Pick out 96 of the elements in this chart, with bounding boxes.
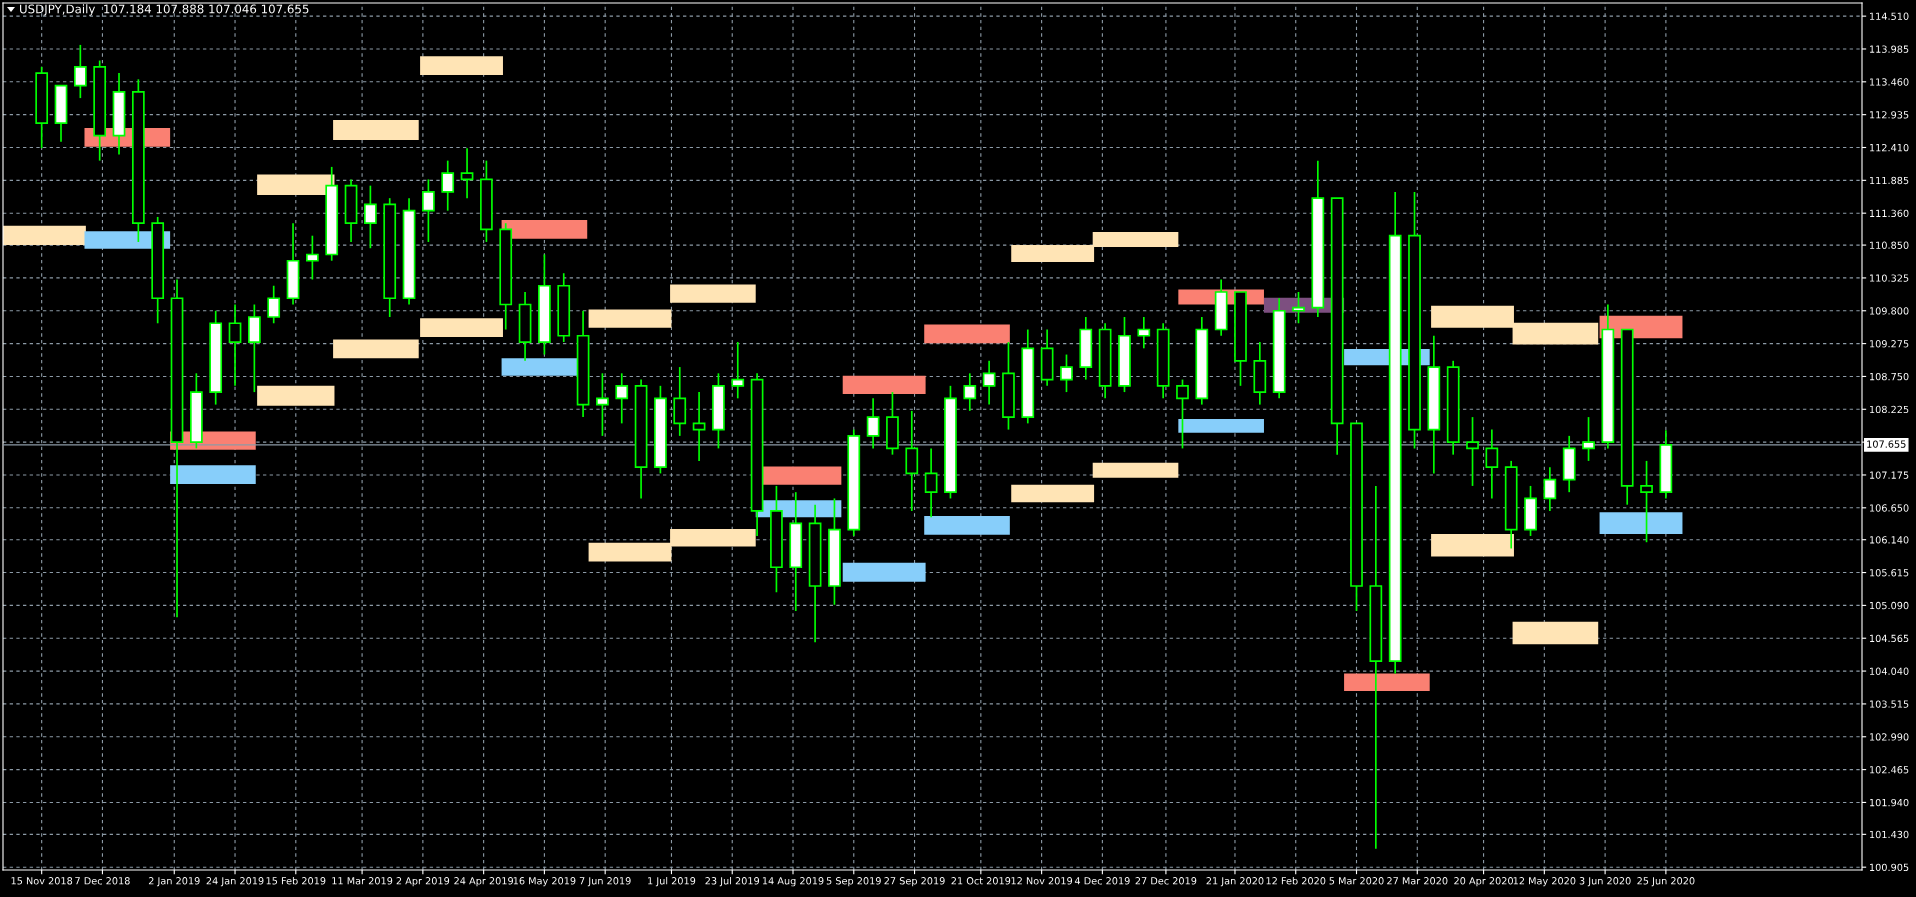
ref-line-label: 107.655 [1867,440,1906,448]
candlestick [1137,316,1151,350]
bar [924,515,1010,535]
bar [420,56,503,75]
x-tick-label: 24 Jan 2019 [206,877,264,887]
y-tick-label: 105.090 [1870,601,1909,610]
candlestick [1060,353,1073,393]
candlestick [73,44,87,99]
bar [333,119,419,140]
x-tick-label: 12 Nov 2019 [1011,877,1073,885]
x-tick-label: 24 Apr 2019 [454,877,514,887]
candlestick [866,397,880,450]
y-tick-label: 106.140 [1870,536,1909,544]
bar [1431,534,1514,557]
x-tick-label: 2 Jan 2019 [148,877,200,887]
x-tick-label: 14 Aug 2019 [762,877,824,887]
x-tick-label: 21 Jan 2020 [1206,877,1264,887]
y-tick-label: 111.360 [1870,209,1909,218]
candlestick [1543,466,1557,512]
candlestick [460,147,474,200]
y-tick-label: 112.935 [1870,111,1909,119]
x-tick-label: 21 Oct 2019 [951,877,1011,885]
x-tick-label: 5 Mar 2020 [1329,877,1384,885]
candlestick [441,159,455,212]
x-tick-label: 12 May 2020 [1513,877,1576,887]
y-tick-label: 107.175 [1870,471,1909,479]
y-tick-label: 106.650 [1870,504,1909,512]
candlestick [982,359,996,406]
candlestick [267,284,281,325]
x-tick-label: 7 Jun 2019 [579,877,631,887]
candlestick [1176,378,1189,450]
y-tick-label: 114.510 [1870,12,1909,20]
x-tick-label: 16 May 2019 [513,877,576,887]
bar [924,324,1010,344]
x-tick-label: 20 Apr 2020 [1454,877,1513,887]
bar [1344,673,1430,692]
bar [1178,418,1264,433]
y-tick-label: 101.430 [1870,830,1909,839]
y-tick-label: 113.985 [1870,45,1909,53]
x-tick-label: 15 Nov 2018 [11,877,73,885]
y-tick-label: 108.750 [1870,372,1909,381]
y-tick-label: 104.565 [1870,634,1909,643]
y-tick-label: 108.225 [1870,405,1909,414]
y-tick-label: 113.460 [1870,78,1909,86]
x-tick-label: 11 Mar 2019 [332,877,393,885]
chart-title: USDJPY,Daily 107.184 107.888 107.046 107.655 [20,4,309,16]
y-tick-label: 100.905 [1870,863,1909,872]
candlestick [364,184,377,250]
candlestick [1466,416,1479,487]
bar [1011,484,1095,503]
y-tick-label: 111.885 [1870,176,1909,185]
bar [170,465,256,485]
candlestick [924,447,938,519]
candlestick [615,372,629,425]
bar [3,225,86,246]
y-tick-label: 109.275 [1870,340,1909,348]
bar [1599,512,1683,535]
y-tick-label: 101.940 [1870,798,1909,807]
x-tick-label: 25 Jun 2020 [1637,877,1695,887]
bar [670,284,756,303]
y-tick-label: 112.410 [1870,143,1909,152]
x-tick-label: 4 Dec 2019 [1074,877,1130,885]
x-tick-label: 7 Dec 2018 [75,877,130,885]
x-tick-label: 3 Jun 2020 [1579,877,1631,887]
x-tick-label: 27 Mar 2020 [1387,877,1448,885]
candlestick [963,372,977,412]
y-tick-label: 104.040 [1870,667,1909,675]
candlestick [228,303,242,387]
y-tick-label: 103.515 [1870,700,1909,708]
x-tick-label: 15 Feb 2019 [266,876,326,885]
y-tick-label: 102.465 [1870,766,1909,774]
bar [842,375,926,394]
candlestick [1640,460,1653,544]
x-tick-label: 23 Jul 2019 [705,876,760,887]
x-tick-label: 5 Sep 2019 [826,877,881,887]
candlestick [1582,416,1595,462]
candlestick [422,178,435,243]
y-tick-label: 105.615 [1870,569,1909,577]
x-tick-label: 27 Sep 2019 [884,877,945,887]
candlestick [1292,291,1305,325]
y-tick-label: 109.800 [1870,307,1909,315]
y-tick-label: 102.990 [1870,733,1909,741]
candlestick [1485,428,1499,500]
bar [420,318,503,338]
x-tick-label: 12 Feb 2020 [1266,876,1326,885]
x-tick-label: 1 Jul 2019 [648,876,696,887]
candlestick [731,341,745,400]
bar [333,339,419,359]
x-tick-label: 27 Dec 2019 [1135,877,1197,885]
candlestick [596,372,609,437]
y-tick-label: 110.325 [1870,274,1909,282]
bar [501,220,588,239]
candlestick [306,234,319,281]
x-tick-label: 2 Apr 2019 [396,877,450,887]
y-tick-label: 110.850 [1870,241,1909,249]
bar [588,309,672,328]
